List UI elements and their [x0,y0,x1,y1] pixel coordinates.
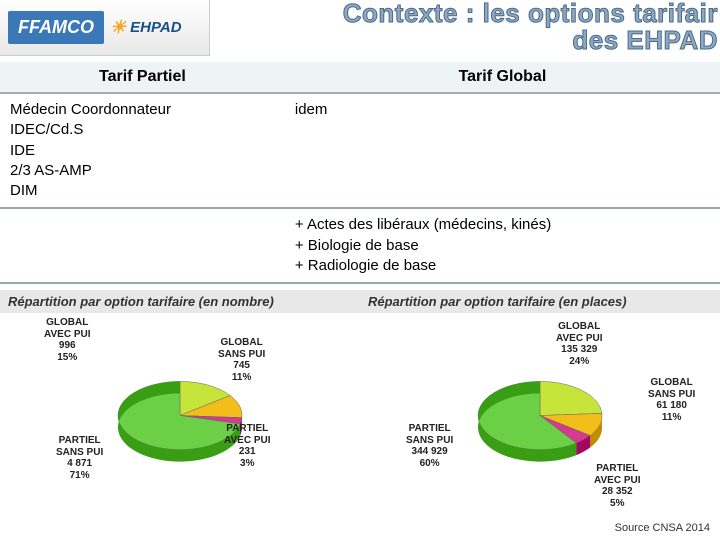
logo-ffamco: FFAMCO [8,11,104,44]
chart-right-title: Répartition par option tarifaire (en pla… [360,290,720,313]
logo-ehpad-text: EHPAD [130,19,181,36]
pie-label: PARTIEL SANS PUI 4 871 71% [56,435,103,481]
title-line1: Contexte : les options tarifair [210,0,718,27]
tarif-table: Tarif Partiel Tarif Global Médecin Coord… [0,62,720,284]
logo-box: FFAMCO ☀ EHPAD [0,0,210,56]
chart-right: GLOBAL AVEC PUI 135 329 24% GLOBAL SANS P… [360,313,720,523]
title-line2: des EHPAD [210,27,718,54]
source-text: Source CNSA 2014 [615,522,710,534]
pie-label: PARTIEL AVEC PUI 231 3% [224,423,271,469]
col1-header: Tarif Partiel [0,62,285,93]
charts-row: GLOBAL AVEC PUI 996 15% GLOBAL SANS PUI 7… [0,313,720,523]
charts-head: Répartition par option tarifaire (en nom… [0,290,720,313]
chart-left-title: Répartition par option tarifaire (en nom… [0,290,360,313]
pie-label: PARTIEL SANS PUI 344 929 60% [406,423,453,469]
header: FFAMCO ☀ EHPAD Contexte : les options ta… [0,0,720,62]
pie-label: GLOBAL SANS PUI 745 11% [218,337,265,383]
col2-header: Tarif Global [285,62,720,93]
row2-col2: + Actes des libéraux (médecins, kinés) +… [285,208,720,283]
row1-col1: Médecin Coordonnateur IDEC/Cd.S IDE 2/3 … [0,93,285,208]
sun-icon: ☀ [110,17,126,38]
title-box: Contexte : les options tarifair des EHPA… [210,0,720,55]
chart-left: GLOBAL AVEC PUI 996 15% GLOBAL SANS PUI 7… [0,313,360,523]
pie-label: GLOBAL AVEC PUI 135 329 24% [556,321,603,367]
row1-col2: idem [285,93,720,208]
pie-label: GLOBAL AVEC PUI 996 15% [44,317,91,363]
pie-label: PARTIEL AVEC PUI 28 352 5% [594,463,641,509]
pie-label: GLOBAL SANS PUI 61 180 11% [648,377,695,423]
pie-slice [540,381,602,415]
row2-col1 [0,208,285,283]
logo-ehpad: ☀ EHPAD [110,17,182,38]
